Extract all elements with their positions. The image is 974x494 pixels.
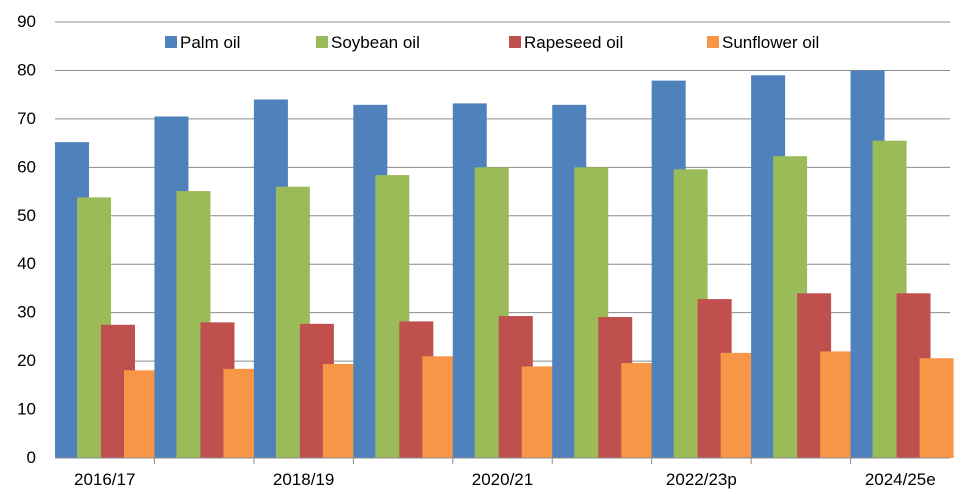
x-tick-label: 2020/21 xyxy=(472,470,533,489)
bar-sunflower-oil xyxy=(223,368,258,458)
bar-sunflower-oil xyxy=(422,356,457,458)
y-tick-label: 10 xyxy=(17,400,36,419)
y-tick-label: 40 xyxy=(17,254,36,273)
y-tick-label: 30 xyxy=(17,303,36,322)
bar-sunflower-oil xyxy=(124,370,158,458)
x-tick-label: 2024/25e xyxy=(865,470,936,489)
x-tick-label: 2018/19 xyxy=(273,470,334,489)
x-tick-label: 2016/17 xyxy=(74,470,135,489)
y-tick-label: 20 xyxy=(17,351,36,370)
legend-label: Soybean oil xyxy=(331,33,420,52)
bar-sunflower-oil xyxy=(919,358,954,458)
y-tick-label: 70 xyxy=(17,109,36,128)
y-tick-label: 60 xyxy=(17,157,36,176)
y-tick-label: 0 xyxy=(27,448,36,467)
legend-swatch xyxy=(509,36,521,48)
bar-sunflower-oil xyxy=(621,363,656,458)
bar-sunflower-oil xyxy=(720,352,755,458)
bar-sunflower-oil xyxy=(521,366,556,458)
legend-label: Rapeseed oil xyxy=(524,33,623,52)
y-tick-label: 80 xyxy=(17,60,36,79)
y-tick-label: 50 xyxy=(17,206,36,225)
legend: Palm oil Soybean oil Rapeseed oil Sunflower… xyxy=(165,33,819,52)
legend-swatch xyxy=(707,36,719,48)
x-tick-label: 2022/23p xyxy=(666,470,737,489)
bar-sunflower-oil xyxy=(820,351,855,458)
legend-swatch xyxy=(316,36,328,48)
legend-label: Palm oil xyxy=(180,33,240,52)
axes: 0 10 20 30 40 50 60 70 80 90 2016/17 2018/19 2020/21… xyxy=(17,12,950,489)
legend-label: Sunflower oil xyxy=(722,33,819,52)
y-tick-label: 90 xyxy=(17,12,36,31)
bars xyxy=(55,70,954,459)
legend-swatch xyxy=(165,36,177,48)
bar-sunflower-oil xyxy=(322,364,357,458)
